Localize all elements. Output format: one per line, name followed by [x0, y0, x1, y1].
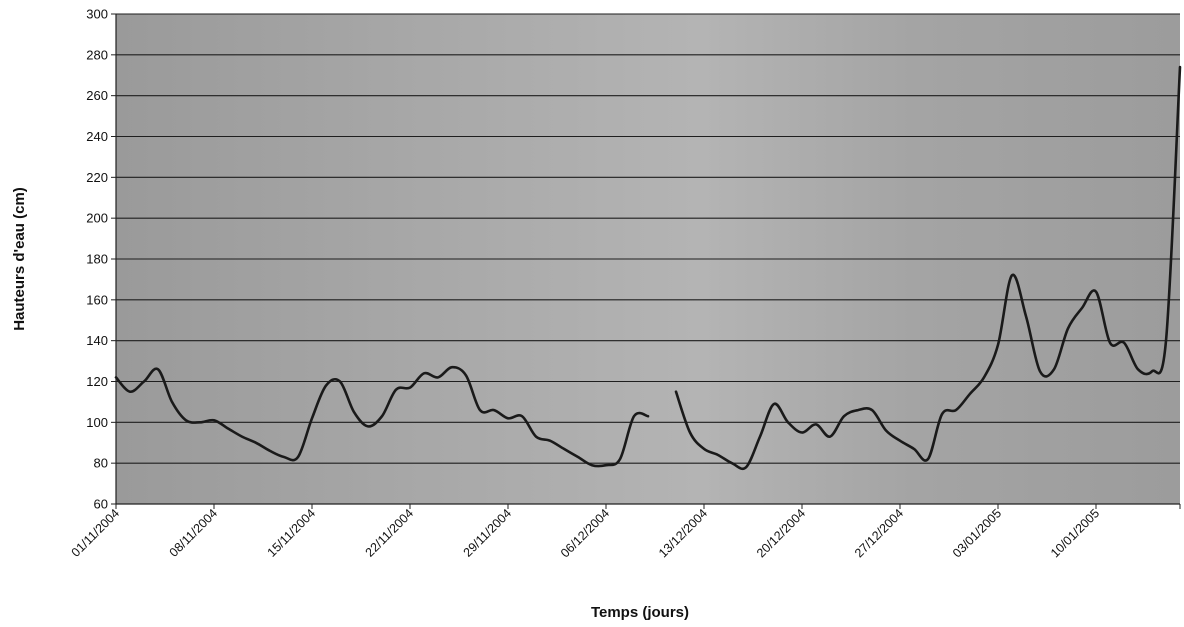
y-tick-label: 280: [86, 47, 108, 62]
series-line-segment: [114, 365, 650, 468]
y-tick-label: 120: [86, 374, 108, 389]
gridlines: [116, 13, 1180, 464]
y-axis-title: Hauteurs d'eau (cm): [11, 187, 28, 331]
y-tick-label: 220: [86, 170, 108, 185]
x-tick-label: 01/11/2004: [69, 506, 123, 560]
y-tick-label: 260: [86, 88, 108, 103]
x-tick-label: 27/12/2004: [852, 506, 906, 560]
y-tick-label: 180: [86, 252, 108, 267]
y-tick-label: 60: [94, 497, 108, 512]
y-tick-label: 240: [86, 129, 108, 144]
x-tick-label: 08/11/2004: [167, 506, 221, 560]
x-tick-label: 03/01/2005: [950, 506, 1004, 560]
x-tick-label: 22/11/2004: [363, 506, 417, 560]
y-tick-label: 100: [86, 415, 108, 430]
series-line-segment: [674, 65, 1182, 471]
x-axis-ticks: 01/11/2004 08/11/2004 15/11/2004 22/11/2004…: [69, 504, 1181, 560]
y-axis-ticks: 60 80 100 120 140 160 180 200 220 240 260 280 300: [86, 7, 116, 512]
x-tick-label: 15/11/2004: [265, 506, 319, 560]
x-tick-label: 13/12/2004: [656, 506, 710, 560]
y-tick-label: 160: [86, 292, 108, 307]
x-tick-label: 29/11/2004: [461, 506, 515, 560]
x-tick-label: 20/12/2004: [754, 506, 808, 560]
x-tick-label: 10/01/2005: [1048, 506, 1102, 560]
y-tick-label: 300: [86, 7, 108, 22]
x-tick-label: 06/12/2004: [558, 506, 612, 560]
series-line: [114, 65, 1182, 471]
y-tick-label: 140: [86, 333, 108, 348]
x-axis-title: Temps (jours): [591, 604, 689, 621]
y-tick-label: 200: [86, 211, 108, 226]
y-tick-label: 80: [94, 456, 108, 471]
